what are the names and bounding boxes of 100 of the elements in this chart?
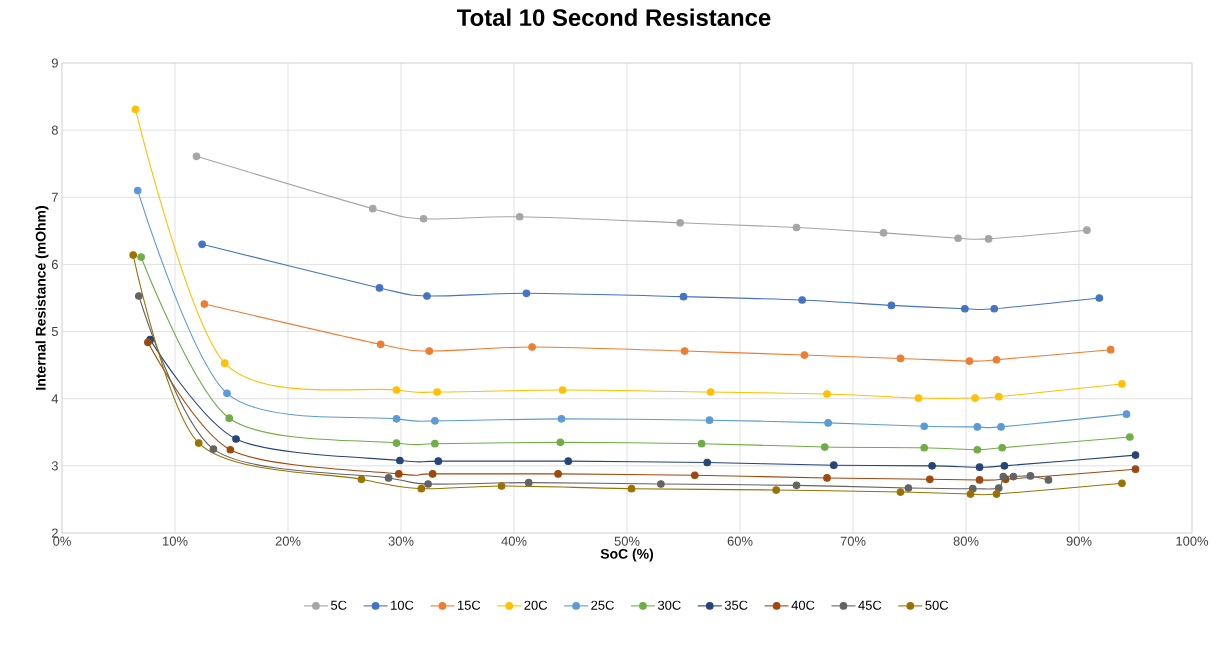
point	[564, 457, 573, 466]
point	[928, 462, 936, 470]
point	[134, 292, 143, 300]
point	[384, 474, 393, 482]
point	[1118, 380, 1126, 388]
point	[829, 461, 838, 470]
point	[975, 476, 984, 484]
x-tick-label: 70%	[840, 536, 866, 546]
point	[396, 456, 404, 465]
point	[823, 474, 831, 482]
point	[1106, 345, 1115, 354]
x-tick-label: 80%	[953, 536, 979, 546]
point	[425, 347, 434, 355]
point	[433, 388, 442, 396]
point	[375, 284, 384, 292]
point	[994, 392, 1003, 401]
point	[428, 470, 437, 478]
point	[690, 471, 699, 480]
point	[1083, 226, 1091, 235]
legend-label: 30C	[657, 600, 681, 610]
x-tick-label: 30%	[388, 536, 414, 546]
legend-label: 35C	[724, 600, 748, 610]
y-tick-label: 5	[51, 327, 58, 337]
point	[131, 105, 140, 114]
point	[392, 415, 401, 423]
point	[975, 463, 984, 472]
point	[800, 351, 809, 359]
legend-label: 45C	[858, 600, 882, 610]
point	[192, 152, 201, 161]
point	[992, 490, 1001, 498]
point	[676, 218, 684, 227]
point	[1126, 433, 1134, 441]
point	[920, 422, 929, 431]
point	[223, 389, 231, 398]
point	[984, 235, 993, 243]
point	[1044, 476, 1053, 484]
x-tick-label: 40%	[501, 536, 527, 546]
point	[657, 480, 665, 488]
point	[680, 347, 689, 355]
point	[129, 251, 138, 259]
y-tick-label: 2	[51, 528, 58, 538]
point	[824, 419, 832, 427]
point	[225, 414, 234, 423]
y-tick-label: 9	[51, 58, 58, 68]
point	[998, 443, 1007, 452]
point	[226, 445, 235, 454]
y-tick-label: 7	[51, 192, 58, 202]
point	[497, 482, 506, 490]
point	[997, 423, 1005, 431]
legend-label: 50C	[925, 600, 949, 610]
point	[232, 435, 240, 443]
x-tick-label: 0%	[53, 536, 71, 546]
point	[554, 470, 562, 478]
point	[887, 301, 896, 310]
point	[1009, 472, 1018, 481]
point	[926, 475, 934, 484]
point	[556, 438, 565, 447]
point	[992, 355, 1001, 364]
point	[376, 340, 385, 349]
point	[965, 357, 974, 365]
legend-label: 40C	[791, 600, 815, 610]
point	[133, 186, 142, 195]
point	[434, 457, 443, 466]
point	[1095, 294, 1104, 302]
point	[423, 292, 431, 300]
x-tick-label: 10%	[163, 536, 188, 546]
point	[424, 480, 432, 488]
point	[394, 470, 403, 478]
y-tick-label: 4	[51, 394, 59, 404]
point	[973, 423, 982, 431]
point	[558, 386, 567, 394]
point	[431, 417, 439, 425]
point	[200, 300, 209, 308]
legend-label: 15C	[457, 600, 481, 610]
point	[896, 354, 905, 363]
point	[954, 234, 962, 243]
x-tick-label: 90%	[1066, 536, 1092, 546]
x-tick-label: 50%	[614, 536, 640, 546]
point	[823, 390, 831, 398]
x-tick-label: 20%	[275, 536, 301, 546]
point	[392, 386, 401, 394]
point	[904, 484, 913, 492]
point	[879, 229, 888, 237]
point	[557, 415, 566, 423]
legend-label: 10C	[391, 600, 414, 610]
point	[220, 359, 229, 367]
x-tick-label: 100%	[1176, 536, 1209, 546]
point	[515, 212, 524, 221]
point	[392, 439, 401, 447]
legend-label: 5C	[331, 600, 347, 610]
y-tick-label: 8	[51, 125, 58, 135]
point	[417, 484, 426, 493]
point	[679, 292, 688, 301]
point	[706, 388, 715, 396]
point	[896, 488, 905, 496]
point	[522, 289, 531, 298]
point	[798, 296, 807, 304]
point	[528, 343, 536, 351]
point	[357, 475, 366, 484]
point	[368, 204, 377, 213]
